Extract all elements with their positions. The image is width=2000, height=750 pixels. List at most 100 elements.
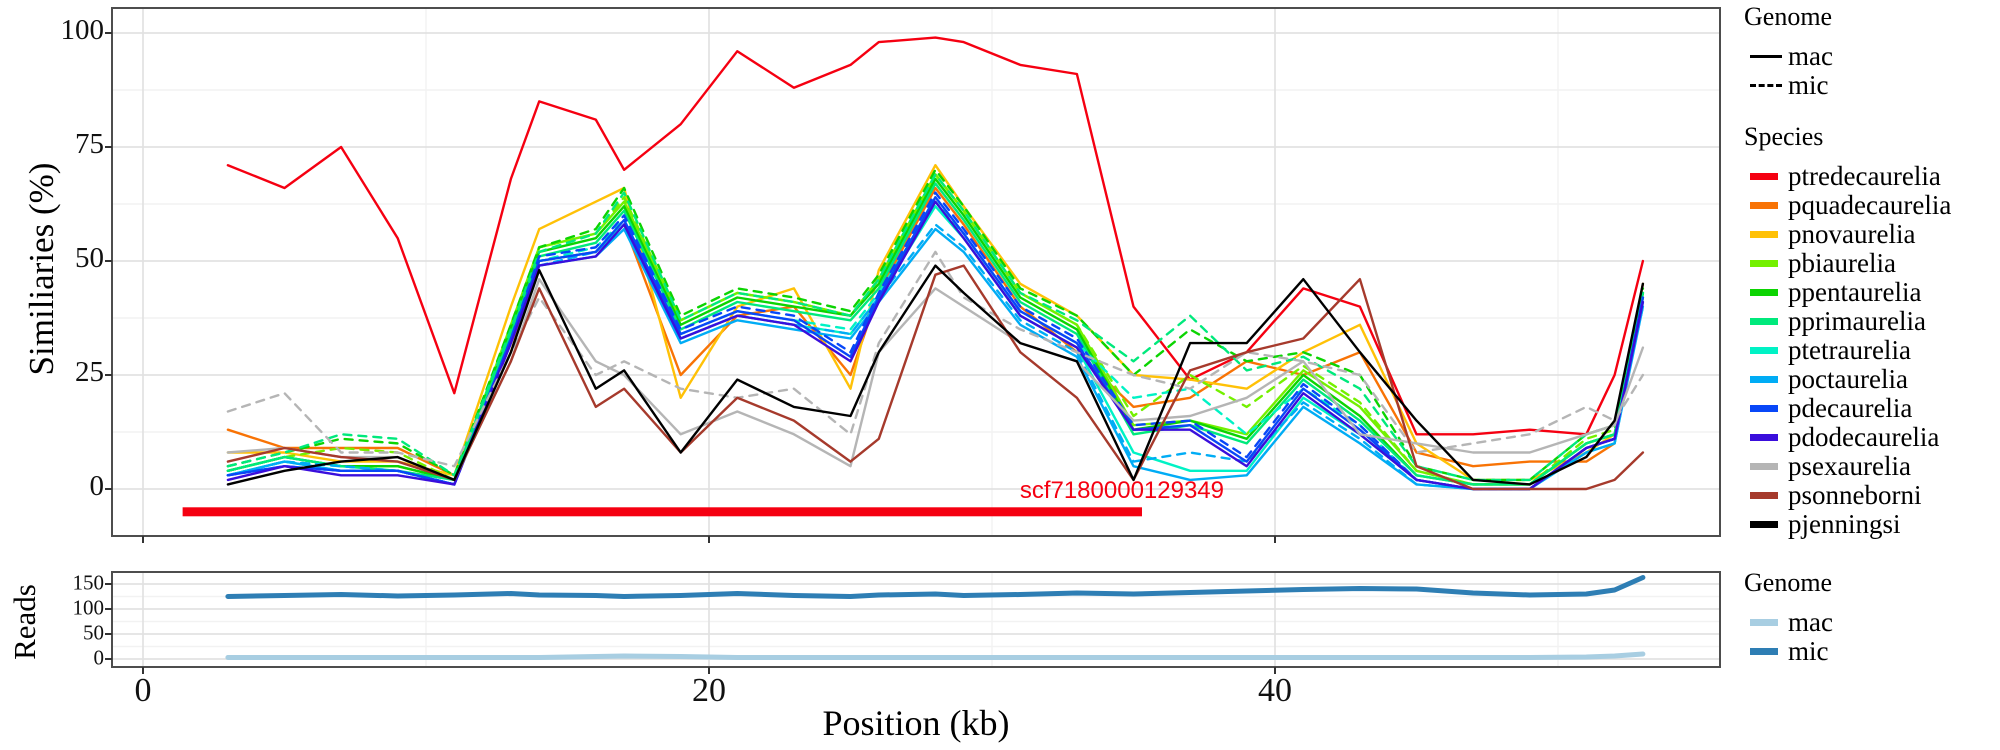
line-pnovaurelia-mac [226, 163, 1645, 482]
legend-item-species-ptetraurelia-label: ptetraurelia [1788, 335, 1911, 365]
color-swatch-icon [1750, 405, 1778, 412]
color-swatch-icon [1750, 434, 1778, 441]
line-pprimaurelia-mic [226, 173, 1645, 482]
legend-item-genome-mic-label: mic [1788, 70, 1829, 100]
line-pjenningsi-mac [226, 264, 1645, 486]
legend-item-genome-mic: mic [1742, 71, 1998, 100]
legend-item-reads-mic: mic [1742, 637, 1998, 666]
color-swatch-icon [1750, 260, 1778, 267]
legend-item-species-ptredecaurelia-swatch [1742, 173, 1788, 180]
legend-item-species-pjenningsi: pjenningsi [1742, 510, 1998, 539]
legend-item-species-psonneborni-label: psonneborni [1788, 480, 1922, 510]
legend-item-species-ppentaurelia-label: ppentaurelia [1788, 277, 1922, 307]
legend-item-species-poctaurelia-label: poctaurelia [1788, 364, 1908, 394]
main-ytick-label: 100 [60, 13, 105, 46]
legend-item-species-psexaurelia: psexaurelia [1742, 452, 1998, 481]
legend-genome-items: mac mic [1742, 42, 1998, 100]
legend-item-reads-mic-swatch [1742, 648, 1788, 655]
legend-item-species-pnovaurelia-swatch [1742, 231, 1788, 238]
legend-item-species-psexaurelia-label: psexaurelia [1788, 451, 1911, 481]
legend-item-species-pdecaurelia-swatch [1742, 405, 1788, 412]
legend-item-species-ppentaurelia: ppentaurelia [1742, 278, 1998, 307]
reads-ytick-label: 50 [83, 620, 104, 645]
main-tick-marks [105, 32, 1276, 543]
reads-ytick-label: 150 [72, 570, 105, 595]
scaffold-bar [182, 507, 1142, 517]
legend-item-species-psexaurelia-swatch [1742, 463, 1788, 470]
legend-item-species-pquadecaurelia: pquadecaurelia [1742, 191, 1998, 220]
legend-item-species-ptetraurelia-swatch [1742, 347, 1788, 354]
legend-item-species-pjenningsi-label: pjenningsi [1788, 509, 1901, 539]
color-swatch-icon [1750, 619, 1778, 626]
legend-item-species-poctaurelia-swatch [1742, 376, 1788, 383]
x-axis-title: Position (kb) [822, 703, 1010, 743]
legend-item-species-pdodecaurelia: pdodecaurelia [1742, 423, 1998, 452]
similarity-series [226, 36, 1645, 491]
legend-item-species-pnovaurelia: pnovaurelia [1742, 220, 1998, 249]
legend-item-species-psonneborni: psonneborni [1742, 481, 1998, 510]
legend-item-species-pquadecaurelia-label: pquadecaurelia [1788, 190, 1952, 220]
main-gridlines [112, 8, 1720, 536]
legend-reads-items: mac mic [1742, 608, 1998, 666]
xtick-label: 40 [1258, 672, 1292, 709]
legend-item-species-poctaurelia: poctaurelia [1742, 365, 1998, 394]
color-swatch-icon [1750, 376, 1778, 383]
main-panel-border [111, 7, 1721, 537]
line-pprimaurelia-mac [226, 182, 1645, 486]
color-swatch-icon [1750, 492, 1778, 499]
main-ytick-label: 50 [75, 241, 104, 274]
line-mac-mac [225, 651, 1646, 660]
reads-ytick-label: 100 [72, 595, 105, 620]
legend-item-species-pbiaurelia-swatch [1742, 260, 1788, 267]
reads-ytick-label: 0 [93, 645, 105, 670]
reads-tick-marks [105, 583, 1276, 674]
scaffold-annotation-label: scf7180000129349 [1019, 477, 1224, 504]
legend-species-items: ptredecaurelia pquadecaurelia pnovaurelia p… [1742, 162, 1998, 539]
legend-item-reads-mic-label: mic [1788, 636, 1829, 666]
reads-panel-border [111, 571, 1721, 668]
legend-item-reads-mac-label: mac [1788, 607, 1833, 637]
legend-item-genome-mac-label: mac [1788, 41, 1833, 71]
color-swatch-icon [1750, 347, 1778, 354]
legend-item-species-pdecaurelia: pdecaurelia [1742, 394, 1998, 423]
legend-item-species-pprimaurelia-swatch [1742, 318, 1788, 325]
color-swatch-icon [1750, 521, 1778, 528]
color-swatch-icon [1750, 289, 1778, 296]
legend-gap [1742, 100, 1998, 122]
legend-item-species-pdecaurelia-label: pdecaurelia [1788, 393, 1913, 423]
legend-item-genome-mac: mac [1742, 42, 1998, 71]
legend-item-species-pbiaurelia: pbiaurelia [1742, 249, 1998, 278]
legend-item-genome-mac-swatch [1742, 55, 1788, 58]
legend-item-species-pquadecaurelia-swatch [1742, 202, 1788, 209]
xtick-label: 20 [692, 672, 726, 709]
legend-item-species-pdodecaurelia-label: pdodecaurelia [1788, 422, 1940, 452]
legend-item-genome-mic-swatch [1742, 84, 1788, 87]
linetype-solid-icon [1750, 55, 1782, 58]
legend-item-species-ptredecaurelia-label: ptredecaurelia [1788, 161, 1941, 191]
reads-series [225, 575, 1646, 660]
legend-item-species-ptetraurelia: ptetraurelia [1742, 336, 1998, 365]
line-pdodecaurelia-mac [226, 200, 1645, 491]
legend-item-reads-mac: mac [1742, 608, 1998, 637]
legend-genome-linetype: Genome mac mic Species ptredecaurelia pqua… [1742, 2, 1998, 539]
color-swatch-icon [1750, 173, 1778, 180]
linetype-dashed-icon [1750, 84, 1782, 87]
main-ytick-label: 25 [75, 355, 104, 388]
legend-genome-title: Genome [1744, 2, 1833, 31]
legend-item-species-pbiaurelia-label: pbiaurelia [1788, 248, 1896, 278]
legend-species-title: Species [1744, 122, 1824, 151]
reads-panel-background [112, 572, 1720, 667]
legend-genome-reads: Genome mac mic [1742, 568, 1998, 666]
reads-y-axis-title: Reads [7, 584, 42, 660]
color-swatch-icon [1750, 231, 1778, 238]
legend-item-species-psonneborni-swatch [1742, 492, 1788, 499]
line-psexaurelia-mic [226, 250, 1645, 468]
legend-reads-title: Genome [1744, 568, 1833, 597]
line-ptredecaurelia-mac [226, 36, 1645, 436]
legend-item-species-pjenningsi-swatch [1742, 521, 1788, 528]
legend-item-species-ptredecaurelia: ptredecaurelia [1742, 162, 1998, 191]
legend-item-species-pprimaurelia: pprimaurelia [1742, 307, 1998, 336]
legend-item-species-pdodecaurelia-swatch [1742, 434, 1788, 441]
legend-item-species-ppentaurelia-swatch [1742, 289, 1788, 296]
